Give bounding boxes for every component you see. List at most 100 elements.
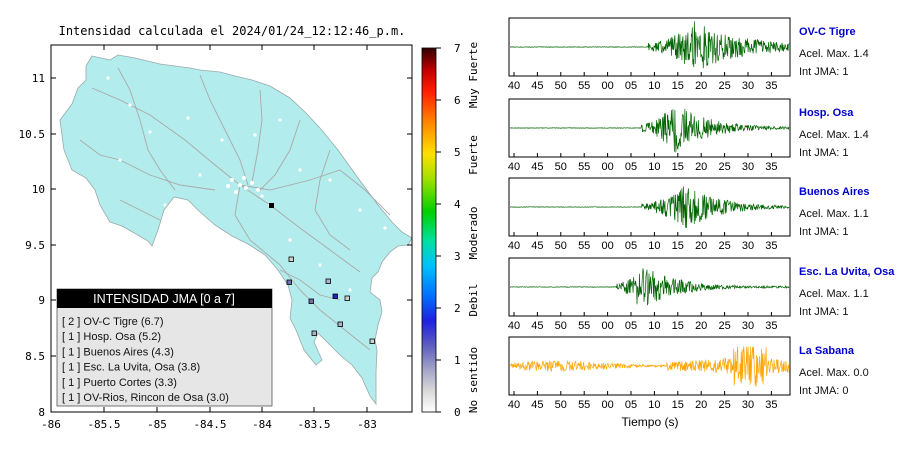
seismogram-panel: 40 45 50 55 00 05 10 15 20 25 30 35 Hosp. Osa Acel. M… [508,98,869,173]
seismogram-tick-label: 55 [578,399,590,411]
seismogram-tick-label: 50 [555,80,567,92]
map-x-tick-label: -83.5 [297,418,330,431]
seismogram-tick-label: 55 [578,320,590,332]
colorbar-tick-label: 5 [454,146,461,159]
seismogram-tick-label: 00 [601,320,613,332]
seismogram-xlabel: Tiempo (s) [622,415,679,429]
legend-item: [ 1 ] Esc. La Uvita, Osa (3.8) [62,362,200,374]
legend-title: INTENSIDAD JMA [0 a 7] [93,292,235,306]
seismogram-tick-label: 30 [742,399,754,411]
road-network [79,67,391,351]
map-y-tick-label: 8.5 [25,350,45,363]
seismogram-tick-label: 20 [695,399,707,411]
seismogram-tick-label: 10 [648,80,660,92]
seismogram-tick-label: 50 [555,399,567,411]
costa-rica-landmass [59,54,412,406]
seismogram-tick-label: 45 [531,320,543,332]
seismogram-tick-label: 55 [578,161,590,173]
seismogram-tick-label: 25 [718,80,730,92]
station-acel-max: Acel. Max. 0.0 [799,367,869,379]
seismogram-tick-label: 30 [742,80,754,92]
map-x-tick-label: -86 [41,418,61,431]
legend-item: [ 2 ] OV-C Tigre (6.7) [62,316,163,328]
map-x-axis: -86 -85.5 -85 -84.5 -84 -83.5 -83 [41,45,377,431]
map-y-tick-label: 10.5 [19,128,46,141]
seismogram-tick-label: 10 [648,320,660,332]
legend-item: [ 1 ] OV-Rios, Rincon de Osa (3.0) [62,392,229,404]
map-x-tick-label: -85.5 [87,418,120,431]
seismogram-tick-label: 55 [578,80,590,92]
seismogram-tick-label: 50 [555,320,567,332]
legend-header [57,289,272,308]
colorbar-level-label: Fuerte [467,135,480,175]
seismogram-tick-label: 10 [648,399,660,411]
seismogram-tick-label: 15 [672,80,684,92]
station-acel-max: Acel. Max. 1.1 [799,288,869,300]
station-int-jma: Int JMA: 1 [799,66,849,78]
colorbar-level-label: Debil [467,283,480,316]
seismogram-tick-label: 00 [601,399,613,411]
colorbar-tick-label: 1 [454,354,461,367]
seismogram-trace [509,346,790,387]
seismogram-panel: 40 45 50 55 00 05 10 15 20 25 30 35 Buenos Aires Acel… [508,177,870,252]
seismogram-tick-label: 35 [765,240,777,252]
map-frame [50,44,413,413]
intensity-map: Intensidad calculada el 2024/01/24_12:12… [19,24,413,431]
seismogram-tick-label: 45 [531,240,543,252]
seismogram-tick-label: 40 [508,320,520,332]
seismogram-tick-label: 50 [555,240,567,252]
seismogram-tick-label: 10 [648,161,660,173]
map-x-tick-label: -85 [147,418,167,431]
seismogram-panel: 40 45 50 55 00 05 10 15 20 25 30 35 Esc. La Uvita, O… [508,257,895,332]
epicenter-marker [269,203,274,208]
map-y-tick-label: 9.5 [25,239,45,252]
map-x-tick-label: -84 [252,418,272,431]
map-y-tick-label: 9 [38,294,45,307]
colorbar-tick-label: 0 [454,406,461,419]
seismogram-tick-label: 40 [508,161,520,173]
seismogram-trace [509,268,790,306]
legend-item: [ 1 ] Puerto Cortes (3.3) [62,377,177,389]
seismogram-tick-label: 00 [601,161,613,173]
colorbar-gradient [421,47,437,413]
colorbar-level-label: Muy Fuerte [467,42,480,108]
seismogram-tick-label: 05 [625,399,637,411]
station-name: La Sabana [799,345,855,357]
seismogram-tick-label: 45 [531,399,543,411]
legend-box [56,288,273,407]
seismogram-tick-label: 05 [625,161,637,173]
seismogram-tick-label: 40 [508,399,520,411]
legend-item: [ 1 ] Buenos Aires (4.3) [62,346,174,358]
seismogram-tick-label: 20 [695,161,707,173]
seismogram-tick-label: 55 [578,240,590,252]
map-x-tick-label: -83 [357,418,377,431]
map-y-axis: 11 10.5 10 9.5 9 8.5 8 [19,72,412,419]
colorbar-tick-label: 6 [454,94,461,107]
seismogram-tick-label: 15 [672,399,684,411]
map-x-tick-label: -84.5 [193,418,226,431]
seismogram-tick-label: 25 [718,320,730,332]
seismogram-tick-label: 05 [625,240,637,252]
seismogram-tick-label: 25 [718,161,730,173]
seismogram-tick-label: 45 [531,80,543,92]
station-name: OV-C Tigre [799,26,856,38]
station-name: Buenos Aires [799,186,870,198]
colorbar-level-label: No sentido [467,347,480,413]
seismogram-tick-label: 35 [765,399,777,411]
map-y-tick-label: 8 [38,406,45,419]
seismogram-tick-label: 25 [718,240,730,252]
station-markers [286,256,375,344]
map-y-tick-label: 10 [32,183,45,196]
map-y-tick-label: 11 [32,72,45,85]
seismogram-tick-label: 15 [672,240,684,252]
seismogram-trace [510,21,790,69]
seismogram-trace [509,186,790,229]
seismogram-tick-label: 30 [742,320,754,332]
station-int-jma: Int JMA: 1 [799,306,849,318]
seismogram-panel: 40 45 50 55 00 05 10 15 20 25 30 35 OV-C Tigre Acel. … [508,17,869,92]
station-acel-max: Acel. Max. 1.1 [799,208,869,220]
colorbar-tick-label: 4 [454,198,461,211]
intensity-colorbar: 7 6 5 4 3 2 1 0 Muy Fuerte Fuerte Moderado Debil No… [421,42,480,419]
colorbar-tick-label: 2 [454,302,461,315]
